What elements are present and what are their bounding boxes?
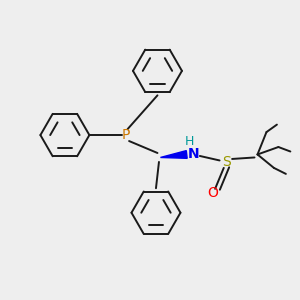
- Text: P: P: [122, 128, 130, 142]
- Polygon shape: [160, 151, 187, 158]
- Text: S: S: [222, 155, 230, 169]
- Text: O: O: [207, 186, 218, 200]
- Text: N: N: [188, 148, 199, 161]
- Text: H: H: [185, 135, 194, 148]
